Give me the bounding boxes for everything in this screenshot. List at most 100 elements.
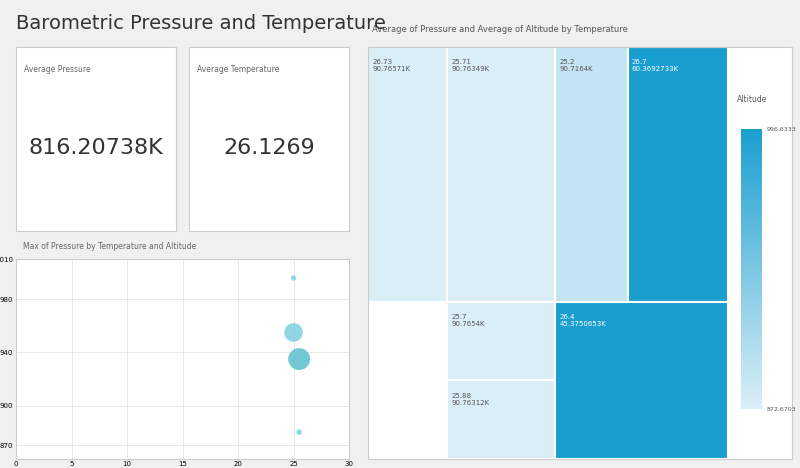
- Bar: [741, 219, 762, 221]
- Bar: [741, 379, 762, 381]
- Bar: [741, 140, 762, 143]
- Point: [287, 274, 300, 282]
- Text: Average Temperature: Average Temperature: [197, 65, 279, 74]
- Text: Average Pressure: Average Pressure: [24, 65, 90, 74]
- Bar: [741, 373, 762, 376]
- Bar: [741, 297, 762, 300]
- Bar: [741, 166, 762, 168]
- Text: 26.4
45.3750653K: 26.4 45.3750653K: [560, 314, 606, 328]
- Bar: [741, 185, 762, 188]
- Bar: [741, 384, 762, 387]
- Bar: [741, 199, 762, 202]
- Bar: [741, 180, 762, 183]
- Bar: [741, 211, 762, 213]
- Text: 26.7
60.3692733K: 26.7 60.3692733K: [632, 59, 679, 72]
- Bar: [741, 235, 762, 238]
- Bar: [741, 387, 762, 390]
- Point: [293, 428, 306, 436]
- Bar: [627, 47, 729, 302]
- Bar: [741, 191, 762, 194]
- Text: 816.20738K: 816.20738K: [29, 138, 163, 158]
- Bar: [741, 367, 762, 370]
- Bar: [741, 183, 762, 185]
- Bar: [741, 157, 762, 160]
- Bar: [741, 278, 762, 280]
- Bar: [741, 194, 762, 197]
- Bar: [741, 356, 762, 359]
- Bar: [741, 376, 762, 379]
- Bar: [741, 359, 762, 362]
- Bar: [447, 47, 555, 302]
- Bar: [741, 177, 762, 180]
- Bar: [741, 230, 762, 233]
- Bar: [741, 255, 762, 258]
- Bar: [741, 406, 762, 409]
- Bar: [741, 320, 762, 322]
- Bar: [741, 303, 762, 306]
- Bar: [741, 216, 762, 219]
- Bar: [741, 129, 762, 132]
- Bar: [741, 174, 762, 177]
- Bar: [741, 398, 762, 401]
- Bar: [741, 261, 762, 263]
- Bar: [741, 325, 762, 328]
- Bar: [741, 322, 762, 325]
- Bar: [741, 266, 762, 269]
- Bar: [741, 152, 762, 154]
- Bar: [741, 168, 762, 171]
- Bar: [741, 294, 762, 297]
- Point: [287, 329, 300, 336]
- Bar: [741, 342, 762, 345]
- Bar: [741, 202, 762, 205]
- Bar: [555, 302, 729, 459]
- Bar: [741, 401, 762, 403]
- Bar: [741, 289, 762, 292]
- Text: Max of Pressure by Temperature and Altitude: Max of Pressure by Temperature and Altit…: [22, 242, 196, 251]
- Bar: [741, 283, 762, 286]
- Bar: [741, 197, 762, 199]
- Bar: [741, 280, 762, 283]
- Text: Altitude: Altitude: [737, 95, 767, 104]
- Text: Average of Pressure and Average of Altitude by Temperature: Average of Pressure and Average of Altit…: [372, 25, 628, 35]
- Text: 25.7
90.7654K: 25.7 90.7654K: [451, 314, 485, 328]
- Bar: [741, 143, 762, 146]
- Bar: [741, 149, 762, 152]
- Bar: [741, 252, 762, 255]
- Text: 26.1269: 26.1269: [223, 138, 315, 158]
- Bar: [741, 138, 762, 140]
- Bar: [741, 272, 762, 275]
- Bar: [741, 392, 762, 395]
- Bar: [741, 160, 762, 163]
- Bar: [741, 336, 762, 339]
- Bar: [741, 292, 762, 294]
- Bar: [741, 188, 762, 191]
- Text: Barometric Pressure and Temperature: Barometric Pressure and Temperature: [16, 14, 386, 33]
- Bar: [741, 227, 762, 230]
- Bar: [741, 163, 762, 166]
- Bar: [741, 249, 762, 252]
- Bar: [741, 224, 762, 227]
- Bar: [741, 241, 762, 244]
- Bar: [741, 395, 762, 398]
- Bar: [741, 339, 762, 342]
- Bar: [368, 47, 447, 302]
- Bar: [741, 171, 762, 174]
- Bar: [741, 208, 762, 211]
- Bar: [741, 381, 762, 384]
- Bar: [741, 221, 762, 224]
- Bar: [741, 132, 762, 135]
- Bar: [741, 370, 762, 373]
- Bar: [741, 154, 762, 157]
- Text: 872.6703: 872.6703: [766, 407, 796, 412]
- Bar: [741, 135, 762, 138]
- Bar: [741, 258, 762, 261]
- Bar: [741, 233, 762, 235]
- Bar: [741, 205, 762, 208]
- Bar: [741, 311, 762, 314]
- Bar: [555, 47, 627, 302]
- Bar: [741, 244, 762, 247]
- Bar: [741, 331, 762, 334]
- Text: 26.73
90.76571K: 26.73 90.76571K: [372, 59, 410, 72]
- Bar: [741, 362, 762, 365]
- Text: 25.2
90.7164K: 25.2 90.7164K: [560, 59, 594, 72]
